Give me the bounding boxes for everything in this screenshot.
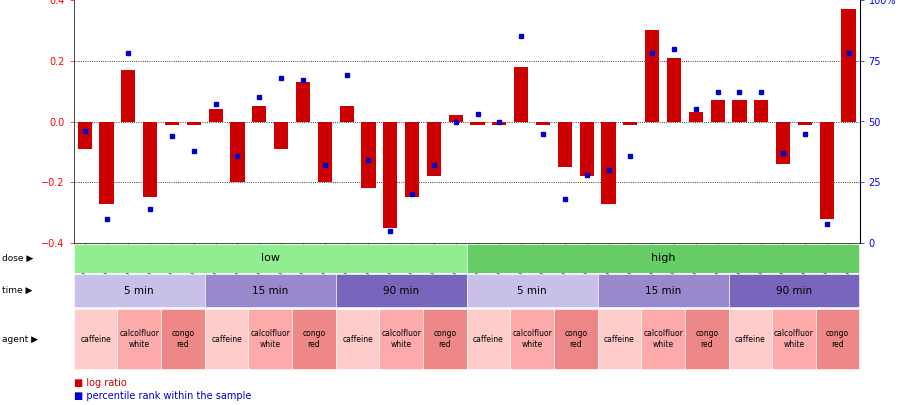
Bar bbox=[558, 122, 572, 167]
FancyBboxPatch shape bbox=[336, 309, 380, 369]
Bar bbox=[688, 112, 703, 122]
Text: congo
red: congo red bbox=[171, 330, 194, 349]
Bar bbox=[710, 100, 724, 122]
Text: low: low bbox=[261, 253, 280, 263]
Text: caffeine: caffeine bbox=[342, 335, 373, 344]
Bar bbox=[122, 70, 136, 122]
Text: congo
red: congo red bbox=[302, 330, 326, 349]
Text: 5 min: 5 min bbox=[124, 286, 154, 296]
Bar bbox=[667, 58, 681, 122]
Text: 15 min: 15 min bbox=[252, 286, 288, 296]
Text: caffeine: caffeine bbox=[473, 335, 504, 344]
Bar bbox=[339, 107, 354, 121]
Bar bbox=[580, 122, 594, 176]
Text: calcolfluor
white: calcolfluor white bbox=[250, 330, 290, 349]
Bar bbox=[448, 115, 463, 122]
Bar bbox=[77, 122, 92, 149]
Text: dose ▶: dose ▶ bbox=[2, 254, 33, 263]
FancyBboxPatch shape bbox=[423, 309, 466, 369]
Bar bbox=[252, 107, 266, 121]
FancyBboxPatch shape bbox=[117, 309, 161, 369]
Bar bbox=[318, 122, 332, 182]
Text: congo
red: congo red bbox=[433, 330, 456, 349]
Text: 15 min: 15 min bbox=[645, 286, 681, 296]
FancyBboxPatch shape bbox=[772, 309, 815, 369]
FancyBboxPatch shape bbox=[336, 274, 466, 307]
Text: ■ log ratio: ■ log ratio bbox=[74, 377, 127, 388]
Text: agent ▶: agent ▶ bbox=[2, 335, 38, 344]
Text: calcolfluor
white: calcolfluor white bbox=[644, 330, 683, 349]
FancyBboxPatch shape bbox=[161, 309, 205, 369]
Text: congo
red: congo red bbox=[826, 330, 850, 349]
FancyBboxPatch shape bbox=[510, 309, 554, 369]
Bar bbox=[842, 9, 856, 121]
FancyBboxPatch shape bbox=[74, 309, 117, 369]
Text: caffeine: caffeine bbox=[604, 335, 634, 344]
Bar bbox=[601, 122, 616, 203]
Text: calcolfluor
white: calcolfluor white bbox=[120, 330, 159, 349]
Text: high: high bbox=[651, 253, 675, 263]
Bar bbox=[165, 122, 179, 125]
FancyBboxPatch shape bbox=[74, 244, 466, 273]
Text: ■ percentile rank within the sample: ■ percentile rank within the sample bbox=[74, 391, 251, 401]
Bar bbox=[274, 122, 288, 149]
Bar bbox=[186, 122, 201, 125]
FancyBboxPatch shape bbox=[466, 309, 510, 369]
FancyBboxPatch shape bbox=[292, 309, 336, 369]
FancyBboxPatch shape bbox=[729, 309, 772, 369]
Text: caffeine: caffeine bbox=[212, 335, 242, 344]
Text: caffeine: caffeine bbox=[735, 335, 766, 344]
Bar bbox=[361, 122, 375, 188]
FancyBboxPatch shape bbox=[248, 309, 292, 369]
Text: 90 min: 90 min bbox=[776, 286, 812, 296]
FancyBboxPatch shape bbox=[466, 274, 598, 307]
Bar bbox=[536, 122, 550, 125]
Text: calcolfluor
white: calcolfluor white bbox=[774, 330, 814, 349]
Bar bbox=[645, 30, 660, 121]
Text: calcolfluor
white: calcolfluor white bbox=[512, 330, 552, 349]
FancyBboxPatch shape bbox=[205, 309, 248, 369]
Text: 90 min: 90 min bbox=[383, 286, 419, 296]
Bar bbox=[492, 122, 507, 125]
Bar bbox=[405, 122, 419, 198]
Bar bbox=[143, 122, 157, 198]
Text: calcolfluor
white: calcolfluor white bbox=[382, 330, 421, 349]
FancyBboxPatch shape bbox=[729, 274, 859, 307]
Bar bbox=[776, 122, 790, 164]
Bar bbox=[383, 122, 398, 228]
Text: 5 min: 5 min bbox=[518, 286, 547, 296]
Text: time ▶: time ▶ bbox=[2, 286, 32, 295]
Bar bbox=[296, 82, 310, 122]
FancyBboxPatch shape bbox=[598, 309, 641, 369]
Bar bbox=[209, 109, 223, 122]
Text: congo
red: congo red bbox=[695, 330, 718, 349]
Bar bbox=[471, 122, 485, 125]
Bar bbox=[733, 100, 747, 122]
Bar bbox=[99, 122, 113, 203]
Bar bbox=[820, 122, 834, 219]
Text: congo
red: congo red bbox=[564, 330, 588, 349]
Bar bbox=[754, 100, 769, 122]
Bar bbox=[797, 122, 812, 125]
FancyBboxPatch shape bbox=[815, 309, 859, 369]
Bar bbox=[514, 67, 528, 122]
Bar bbox=[230, 122, 245, 182]
FancyBboxPatch shape bbox=[641, 309, 685, 369]
FancyBboxPatch shape bbox=[466, 244, 860, 273]
Bar bbox=[427, 122, 441, 176]
FancyBboxPatch shape bbox=[380, 309, 423, 369]
Bar bbox=[623, 122, 637, 125]
FancyBboxPatch shape bbox=[598, 274, 729, 307]
FancyBboxPatch shape bbox=[554, 309, 598, 369]
FancyBboxPatch shape bbox=[74, 274, 205, 307]
FancyBboxPatch shape bbox=[685, 309, 729, 369]
Text: caffeine: caffeine bbox=[80, 335, 111, 344]
FancyBboxPatch shape bbox=[205, 274, 336, 307]
